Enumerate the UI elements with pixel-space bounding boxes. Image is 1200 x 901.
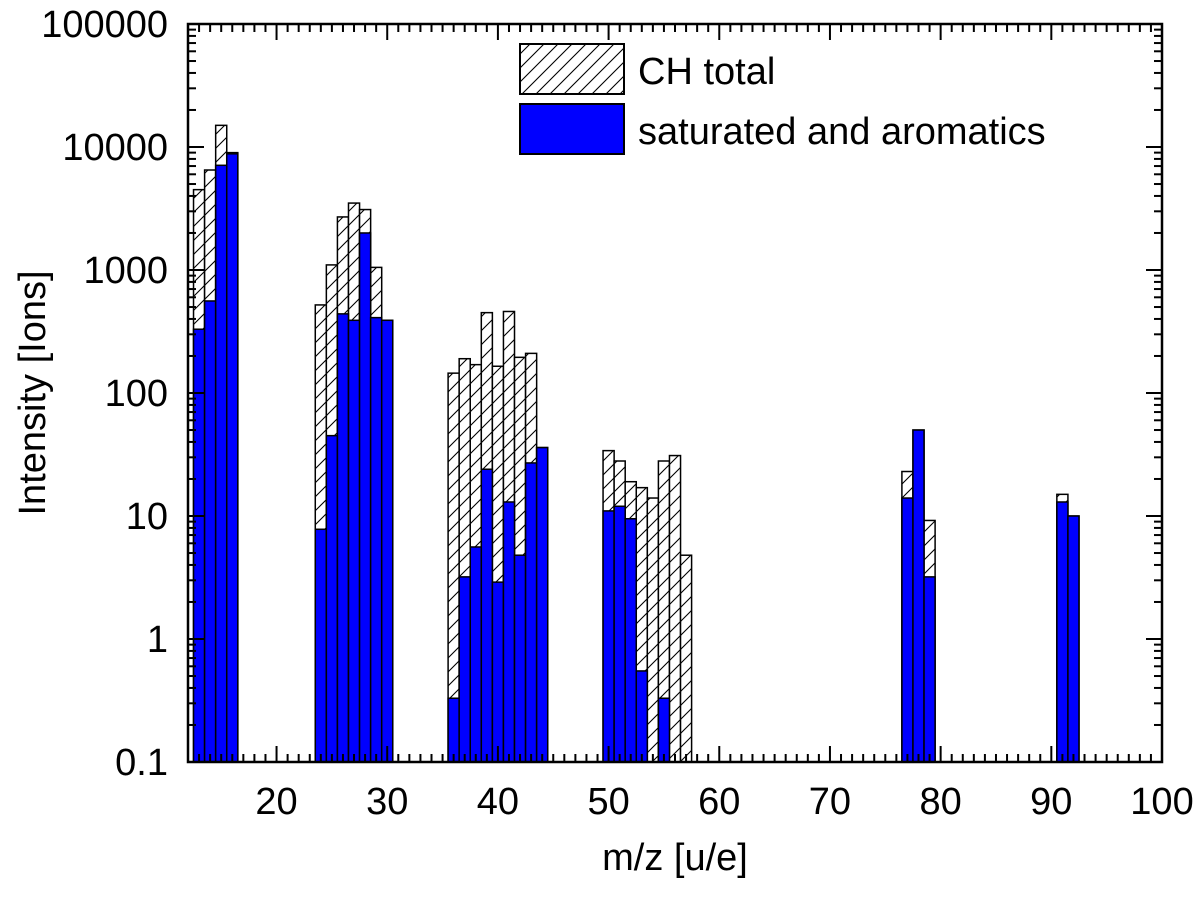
x-tick-label-90: 90 (1030, 781, 1072, 823)
bar-ch-total-mz-56 (668, 454, 682, 763)
bar-saturated-and-aromatics-mz-91 (1056, 501, 1069, 763)
bar-ch-total-mz-57 (679, 554, 693, 763)
y-tick-label-1000: 1000 (83, 250, 168, 292)
x-axis-title: m/z [u/e] (602, 837, 748, 879)
y-tick-labels: 0.1 1 10 100 1000 10000 100000 (41, 4, 168, 784)
legend-label-ch-total: CH total (638, 51, 775, 93)
bar-saturated-and-aromatics-mz-14 (203, 300, 217, 763)
bar-saturated-and-aromatics-mz-92 (1067, 515, 1080, 763)
legend-swatch-ch-total (519, 43, 625, 95)
y-tick-label-0-1: 0.1 (115, 742, 168, 784)
bar-saturated-and-aromatics-mz-41 (502, 501, 516, 763)
x-tick-label-40: 40 (477, 781, 519, 823)
bar-saturated-and-aromatics-mz-52 (624, 517, 638, 763)
y-tick-label-1: 1 (147, 619, 168, 661)
bar-ch-total-mz-54 (646, 497, 660, 763)
y-tick-label-10000: 10000 (62, 127, 168, 169)
bar-saturated-and-aromatics-mz-30 (380, 319, 394, 763)
bar-saturated-and-aromatics-mz-50 (602, 510, 615, 763)
bar-saturated-and-aromatics-mz-42 (513, 554, 527, 763)
y-tick-label-100: 100 (105, 373, 168, 415)
legend-label-saturated-and-aromatics: saturated and aromatics (638, 111, 1046, 153)
bar-saturated-and-aromatics-mz-29 (369, 316, 383, 763)
bar-saturated-and-aromatics-mz-27 (347, 319, 361, 763)
bar-saturated-and-aromatics-mz-28 (358, 232, 372, 763)
y-tick-label-10: 10 (126, 496, 168, 538)
bar-saturated-and-aromatics-mz-77 (901, 497, 914, 763)
bar-saturated-and-aromatics-mz-39 (480, 468, 494, 763)
bar-saturated-and-aromatics-mz-55 (657, 697, 671, 763)
x-tick-label-100: 100 (1130, 781, 1193, 823)
legend: CH total saturated and aromatics (519, 43, 1046, 155)
bar-saturated-and-aromatics-mz-36 (447, 697, 460, 763)
y-tick-label-100000: 100000 (41, 4, 168, 46)
x-tick-labels: 20 30 40 50 60 70 80 90 100 (255, 781, 1193, 823)
x-tick-label-50: 50 (587, 781, 629, 823)
legend-swatch-saturated-and-aromatics (519, 103, 625, 155)
bar-saturated-and-aromatics-mz-38 (469, 546, 483, 763)
bar-saturated-and-aromatics-mz-13 (192, 328, 206, 763)
bar-saturated-and-aromatics-mz-53 (635, 670, 649, 763)
bar-saturated-and-aromatics-mz-15 (214, 164, 228, 763)
x-tick-label-20: 20 (255, 781, 297, 823)
bar-saturated-and-aromatics-mz-37 (458, 576, 471, 763)
bar-saturated-and-aromatics-mz-78 (912, 429, 925, 763)
bar-saturated-and-aromatics-mz-44 (535, 446, 549, 763)
bar-saturated-and-aromatics-mz-51 (613, 505, 626, 763)
x-tick-label-60: 60 (698, 781, 740, 823)
series-saturated-and-aromatics (192, 153, 1080, 763)
bar-saturated-and-aromatics-mz-24 (314, 528, 328, 763)
y-axis-title: Intensity [Ions] (12, 270, 54, 515)
x-tick-label-80: 80 (919, 781, 961, 823)
bar-saturated-and-aromatics-mz-43 (524, 462, 538, 763)
axis-ticks (187, 23, 1163, 763)
x-tick-label-70: 70 (809, 781, 851, 823)
bar-saturated-and-aromatics-mz-79 (923, 576, 936, 763)
bar-saturated-and-aromatics-mz-26 (336, 313, 350, 763)
bar-saturated-and-aromatics-mz-16 (225, 153, 239, 763)
bar-saturated-and-aromatics-mz-25 (325, 434, 339, 763)
bar-saturated-and-aromatics-mz-40 (491, 581, 505, 763)
x-tick-label-30: 30 (366, 781, 408, 823)
